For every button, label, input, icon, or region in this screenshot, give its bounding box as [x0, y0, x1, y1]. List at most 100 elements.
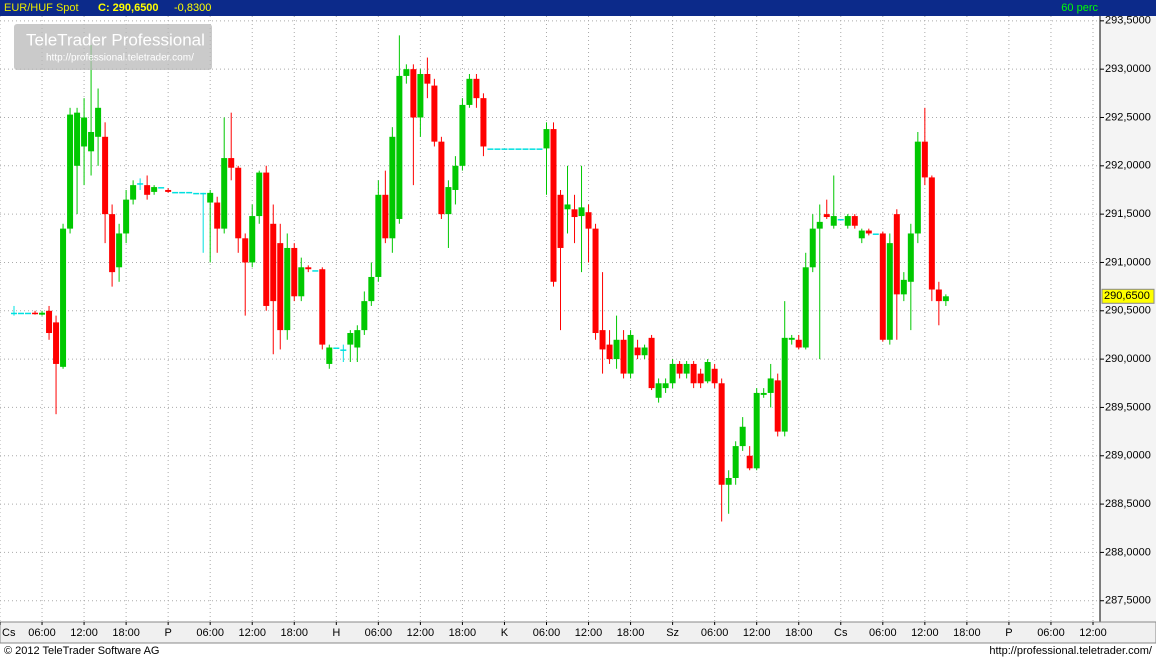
y-tick-label: 291,5000: [1105, 208, 1151, 220]
x-tick-label: 12:00: [575, 627, 603, 639]
candle-body: [123, 199, 130, 234]
x-tick-label: Cs: [834, 627, 848, 639]
candle-body: [900, 279, 907, 295]
candle-body: [60, 228, 67, 367]
watermark-title: TeleTrader Professional: [26, 30, 205, 49]
last-price-box: [1101, 288, 1155, 304]
interval-label: 60 perc: [1061, 2, 1098, 14]
candle-body: [326, 347, 333, 364]
y-tick-label: 292,0000: [1105, 160, 1151, 172]
x-tick-label: 18:00: [281, 627, 309, 639]
candle-body: [781, 337, 788, 432]
candle-body: [795, 339, 802, 348]
candle-body: [844, 216, 851, 226]
candle-body: [543, 129, 550, 149]
candle-body: [571, 209, 578, 218]
candle-body: [557, 194, 564, 248]
candle-body: [739, 426, 746, 447]
candle-body: [767, 378, 774, 393]
candle-body: [809, 228, 816, 268]
candle-body: [109, 214, 116, 273]
candle-body: [788, 337, 795, 340]
candle-body: [564, 204, 571, 210]
candle-body: [774, 380, 781, 432]
y-tick-label: 288,0000: [1105, 546, 1151, 558]
candle-body: [151, 187, 158, 192]
candle-body: [928, 177, 935, 290]
x-tick-label: 06:00: [196, 627, 224, 639]
candle-body: [487, 148, 494, 150]
candle-body: [375, 194, 382, 277]
candle-body: [907, 233, 914, 282]
x-tick-label: 18:00: [953, 627, 981, 639]
x-tick-label: 06:00: [365, 627, 393, 639]
candle-body: [417, 73, 424, 118]
candle-body: [382, 194, 389, 239]
candle-body: [935, 289, 942, 302]
candle-body: [354, 330, 361, 348]
candle-body: [802, 267, 809, 348]
candle-body: [11, 312, 18, 315]
candle-body: [130, 185, 137, 200]
candle-body: [116, 233, 123, 268]
x-tick-label: K: [501, 627, 509, 639]
candle-body: [403, 69, 410, 76]
candle-body: [193, 192, 200, 195]
candle-body: [634, 347, 641, 356]
candle-body: [39, 312, 46, 315]
candle-body: [158, 187, 165, 189]
candle-body: [697, 373, 704, 384]
change-label: -0,8300: [174, 2, 211, 14]
candle-body: [25, 312, 32, 315]
candle-body: [886, 243, 893, 340]
candle-body: [494, 148, 501, 150]
candle-body: [522, 148, 529, 150]
footer-left: © 2012 TeleTrader Software AG: [4, 645, 159, 657]
candle-body: [550, 129, 557, 282]
candle-body: [46, 310, 53, 334]
x-tick-label: 18:00: [112, 627, 140, 639]
candle-body: [620, 339, 627, 374]
watermark-url: http://professional.teletrader.com/: [46, 53, 194, 64]
candle-body: [711, 368, 718, 384]
y-tick-label: 293,0000: [1105, 63, 1151, 75]
candle-body: [179, 191, 186, 194]
header-bar: [0, 0, 1156, 16]
x-tick-label: 18:00: [449, 627, 477, 639]
x-tick-label: H: [332, 627, 340, 639]
candle-body: [228, 158, 235, 168]
x-axis-area: [0, 621, 1156, 644]
y-tick-label: 293,5000: [1105, 15, 1151, 27]
candle-body: [361, 301, 368, 331]
x-tick-label: 12:00: [1079, 627, 1107, 639]
x-tick-label: 06:00: [28, 627, 56, 639]
candle-body: [319, 269, 326, 345]
candle-body: [396, 75, 403, 219]
x-tick-label: 12:00: [743, 627, 771, 639]
candle-body: [186, 191, 193, 194]
y-tick-label: 292,5000: [1105, 111, 1151, 123]
x-tick-label: 06:00: [701, 627, 729, 639]
candle-body: [347, 333, 354, 345]
candle-body: [305, 267, 312, 270]
y-axis-area: [1100, 16, 1156, 622]
plot-area: [0, 16, 1100, 622]
candle-body: [501, 148, 508, 150]
y-tick-label: 289,5000: [1105, 401, 1151, 413]
candle-body: [592, 228, 599, 334]
candle-body: [207, 192, 214, 203]
candle-body: [74, 112, 81, 166]
candle-body: [662, 383, 669, 389]
x-tick-label: 12:00: [70, 627, 98, 639]
candle-body: [284, 247, 291, 331]
candle-body: [914, 141, 921, 234]
candle-body: [263, 172, 270, 306]
candle-body: [823, 214, 830, 218]
candle-body: [32, 312, 39, 315]
candle-body: [67, 114, 74, 229]
candle-body: [536, 148, 543, 150]
candle-body: [340, 349, 347, 351]
candle-body: [641, 347, 648, 356]
candle-body: [459, 104, 466, 166]
